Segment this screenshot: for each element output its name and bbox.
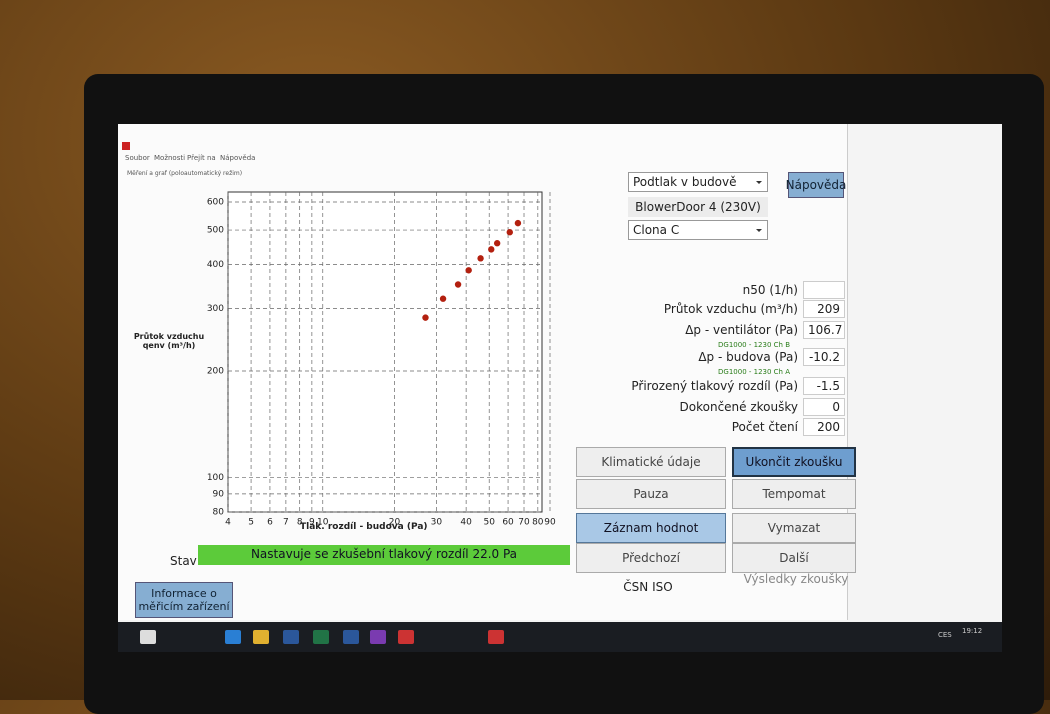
device-note: DG1000 - 1230 Ch B [718, 341, 790, 349]
y-tick-label: 200 [207, 367, 224, 377]
x-tick-label: 80 [532, 518, 544, 526]
field-value: 0 [803, 398, 845, 416]
button[interactable]: Záznam hodnot [576, 513, 726, 543]
app-icon[interactable] [253, 630, 269, 644]
taskbar [118, 622, 1002, 652]
x-tick-label: 7 [283, 518, 289, 526]
x-tick-label: 4 [225, 518, 231, 526]
y-axis-label: Průtok vzduchu qenv (m³/h) [133, 332, 205, 350]
subtitle: Měření a graf (poloautomatický režim) [127, 170, 243, 177]
results-label: Výsledky zkoušky [743, 572, 849, 586]
status-bar: Nastavuje se zkušební tlakový rozdíl 22.… [198, 545, 570, 565]
button[interactable]: Další [732, 543, 856, 573]
mode-dropdown[interactable]: Podtlak v budově [628, 172, 768, 192]
app-icon[interactable] [488, 630, 504, 644]
x-tick-label: 5 [248, 518, 254, 526]
x-tick-label: 10 [317, 518, 329, 526]
button[interactable]: Předchozí [576, 543, 726, 573]
x-axis-label: Tlak. rozdíl - budova (Pa) [300, 522, 428, 532]
menu-item[interactable]: Přejít na [187, 154, 216, 162]
field-value [803, 281, 845, 299]
app-icon[interactable] [370, 630, 386, 644]
menu-item[interactable]: Soubor [125, 154, 150, 162]
button[interactable]: Pauza [576, 479, 726, 509]
field-label: Přirozený tlakový rozdíl (Pa) [631, 379, 798, 393]
field-label: Δp - budova (Pa) [698, 350, 798, 364]
button[interactable]: Tempomat [732, 479, 856, 509]
y-tick-label: 300 [207, 304, 224, 314]
y-tick-label: 90 [213, 489, 225, 499]
device-label: BlowerDoor 4 (230V) [628, 197, 768, 217]
y-tick-label: 400 [207, 260, 224, 270]
data-point [506, 229, 513, 236]
app-icon[interactable] [313, 630, 329, 644]
app-icon [122, 142, 130, 150]
x-tick-label: 50 [483, 518, 495, 526]
app-icon[interactable] [225, 630, 241, 644]
x-tick-label: 9 [309, 518, 315, 526]
field-value: -10.2 [803, 348, 845, 366]
data-point [488, 246, 495, 253]
field-label: Průtok vzduchu (m³/h) [663, 302, 798, 316]
x-tick-label: 60 [502, 518, 514, 526]
button[interactable]: Ukončit zkoušku [732, 447, 856, 477]
clock: 19:12 [962, 627, 983, 635]
plot-area [227, 191, 543, 513]
language[interactable]: CES [938, 631, 952, 639]
app-icon[interactable] [343, 630, 359, 644]
field-label: Počet čtení [731, 420, 798, 434]
y-tick-label: 600 [207, 198, 224, 208]
button[interactable]: Klimatické údaje [576, 447, 726, 477]
device-note: DG1000 - 1230 Ch A [718, 368, 790, 376]
menu-item[interactable]: Nápověda [220, 154, 256, 162]
x-tick-label: 40 [460, 518, 472, 526]
y-tick-label: 100 [207, 473, 224, 483]
field-value: 106.7 [803, 321, 845, 339]
data-point [454, 281, 462, 288]
app-icon[interactable] [283, 630, 299, 644]
chart: 4 5 6 7 8 9 10 20 30 40 50 60 70 80 908090100200300400… [207, 191, 556, 526]
x-tick-label: 30 [431, 518, 443, 526]
y-tick-label: 80 [213, 508, 225, 518]
app-icon[interactable] [398, 630, 414, 644]
status-label: Stav [170, 554, 197, 568]
data-point [514, 219, 522, 227]
x-tick-label: 8 [297, 518, 303, 526]
data-point [422, 314, 429, 321]
field-label: Δp - ventilátor (Pa) [685, 323, 798, 337]
start-icon[interactable] [140, 630, 156, 644]
field-label: Dokončené zkoušky [679, 400, 798, 414]
info-button[interactable]: Informace o měřicím zařízení [135, 582, 233, 618]
x-tick-label: 20 [389, 518, 401, 526]
field-value: 200 [803, 418, 845, 436]
menu-item[interactable]: Možnosti [154, 154, 186, 162]
data-point [477, 255, 484, 262]
field-value: 209 [803, 300, 845, 318]
field-label: n50 (1/h) [742, 283, 798, 297]
x-tick-label: 6 [267, 518, 273, 526]
data-point [493, 240, 501, 247]
help-button[interactable]: Nápověda [786, 172, 846, 198]
button[interactable]: Vymazat [732, 513, 856, 543]
x-tick-label: 90 [544, 518, 556, 526]
y-tick-label: 500 [207, 226, 224, 236]
data-point [465, 267, 472, 274]
ring-dropdown[interactable]: Clona C [628, 220, 768, 240]
standard-label: ČSN ISO [623, 580, 673, 594]
data-point [439, 295, 447, 302]
field-value: -1.5 [803, 377, 845, 395]
x-tick-label: 70 [518, 518, 530, 526]
